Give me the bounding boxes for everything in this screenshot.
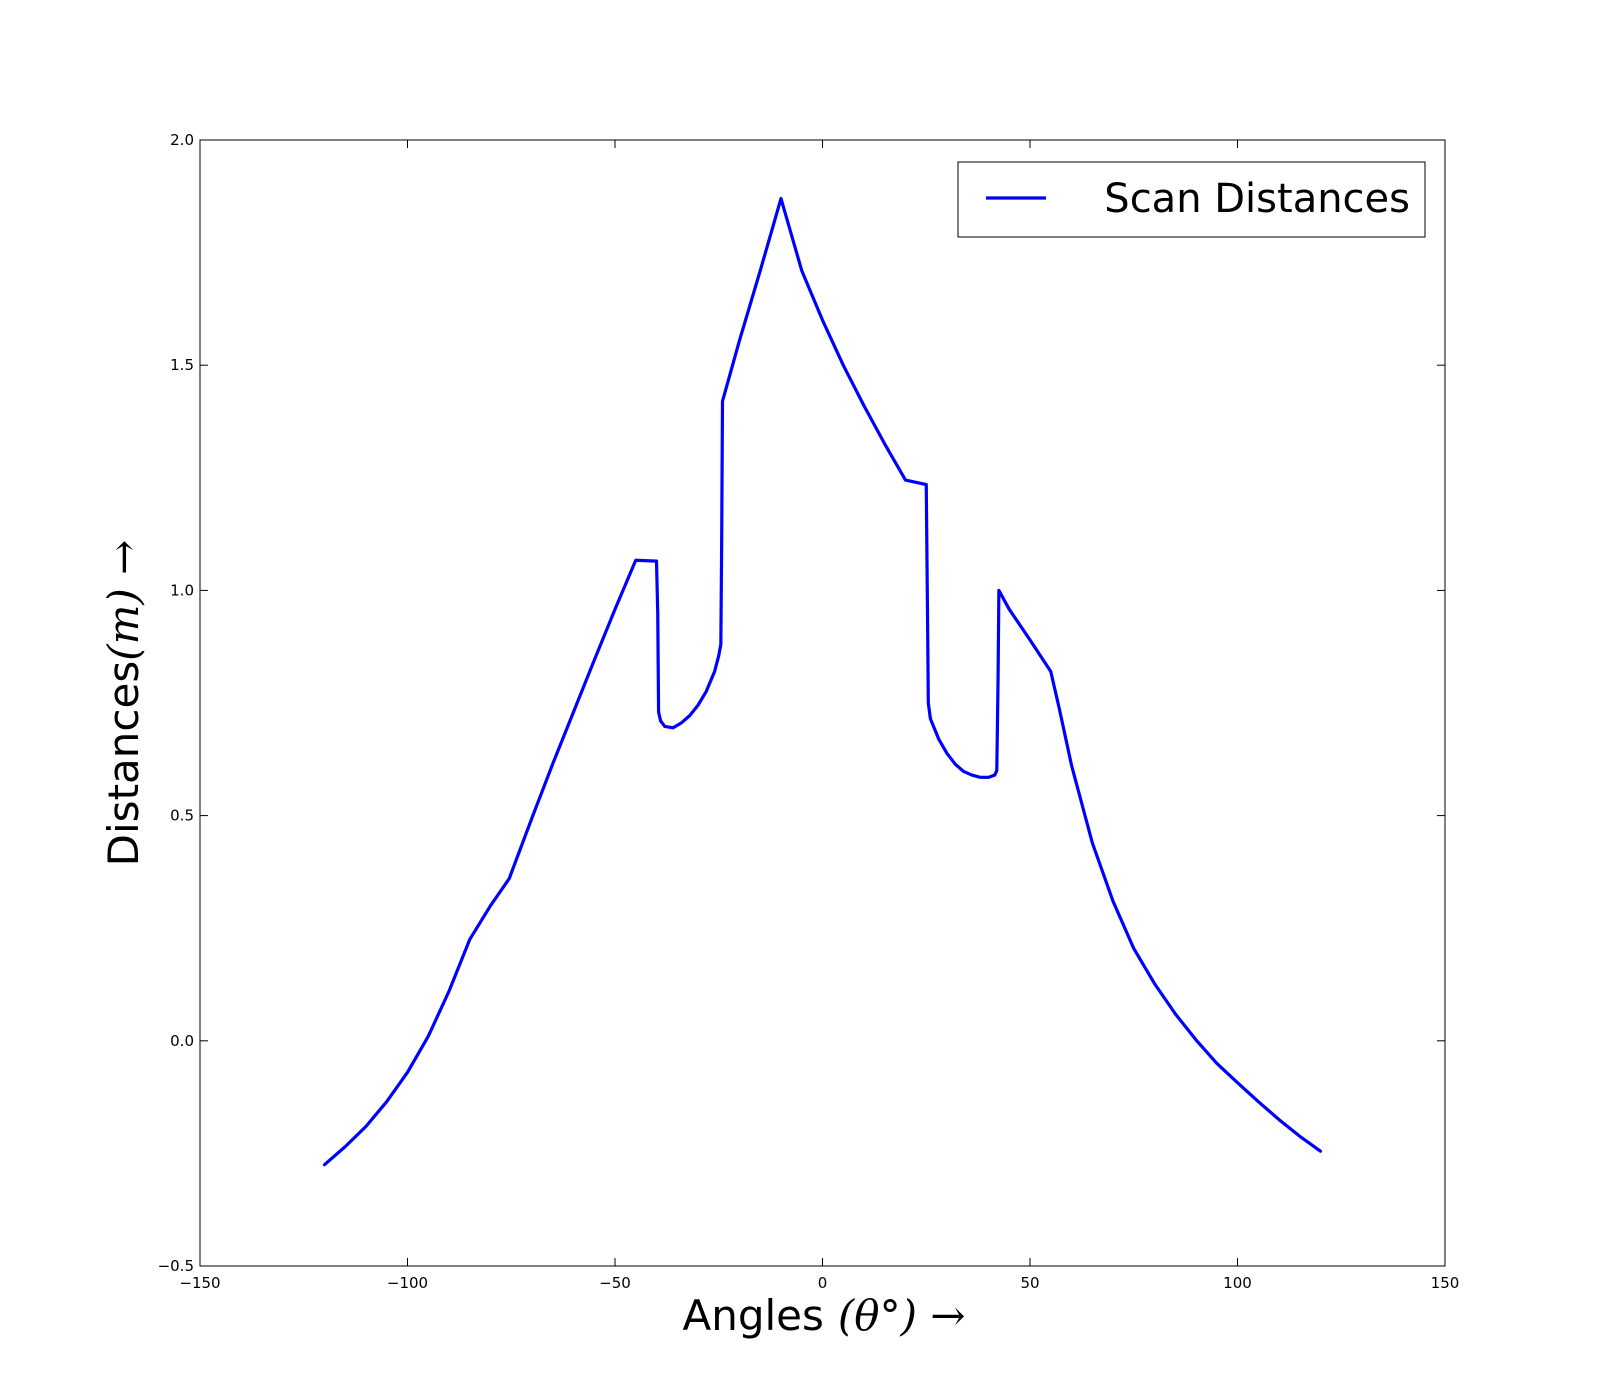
plot-area-frame xyxy=(199,139,1446,1267)
x-tick-label: 150 xyxy=(1431,1274,1460,1292)
y-tick-label: 2.0 xyxy=(170,131,194,149)
x-tick-label: −150 xyxy=(179,1274,220,1292)
x-tick-label: −100 xyxy=(387,1274,428,1292)
y-axis-label-math: (m) → xyxy=(99,540,148,661)
tick-labels: −150 −100 −50 0 50 100 150 −0.5 0.0 0.5 1.0 1.5 2.0 xyxy=(158,131,1460,1292)
x-tick-label: 0 xyxy=(818,1274,828,1292)
legend-label-scan-distances: Scan Distances xyxy=(1104,176,1410,222)
y-tick-label: 1.5 xyxy=(170,356,194,374)
x-axis-label: Angles (θ°) → xyxy=(682,1291,965,1340)
y-tick-label: 0.5 xyxy=(170,807,194,825)
x-axis-label-math: (θ°) → xyxy=(838,1291,966,1340)
x-tick-label: −50 xyxy=(599,1274,631,1292)
y-axis-label: Distances(m) → xyxy=(99,540,148,867)
y-tick-label: 1.0 xyxy=(170,581,194,599)
x-tick-label: 50 xyxy=(1020,1274,1039,1292)
y-axis-label-text: Distances xyxy=(99,661,148,867)
x-tick-label: 100 xyxy=(1223,1274,1252,1292)
x-axis-label-text: Angles xyxy=(682,1291,823,1340)
series-line-scan-distances xyxy=(322,196,1323,1167)
y-tick-label: 0.0 xyxy=(170,1032,194,1050)
y-tick-label: −0.5 xyxy=(158,1257,194,1275)
legend: Scan Distances xyxy=(957,161,1426,238)
